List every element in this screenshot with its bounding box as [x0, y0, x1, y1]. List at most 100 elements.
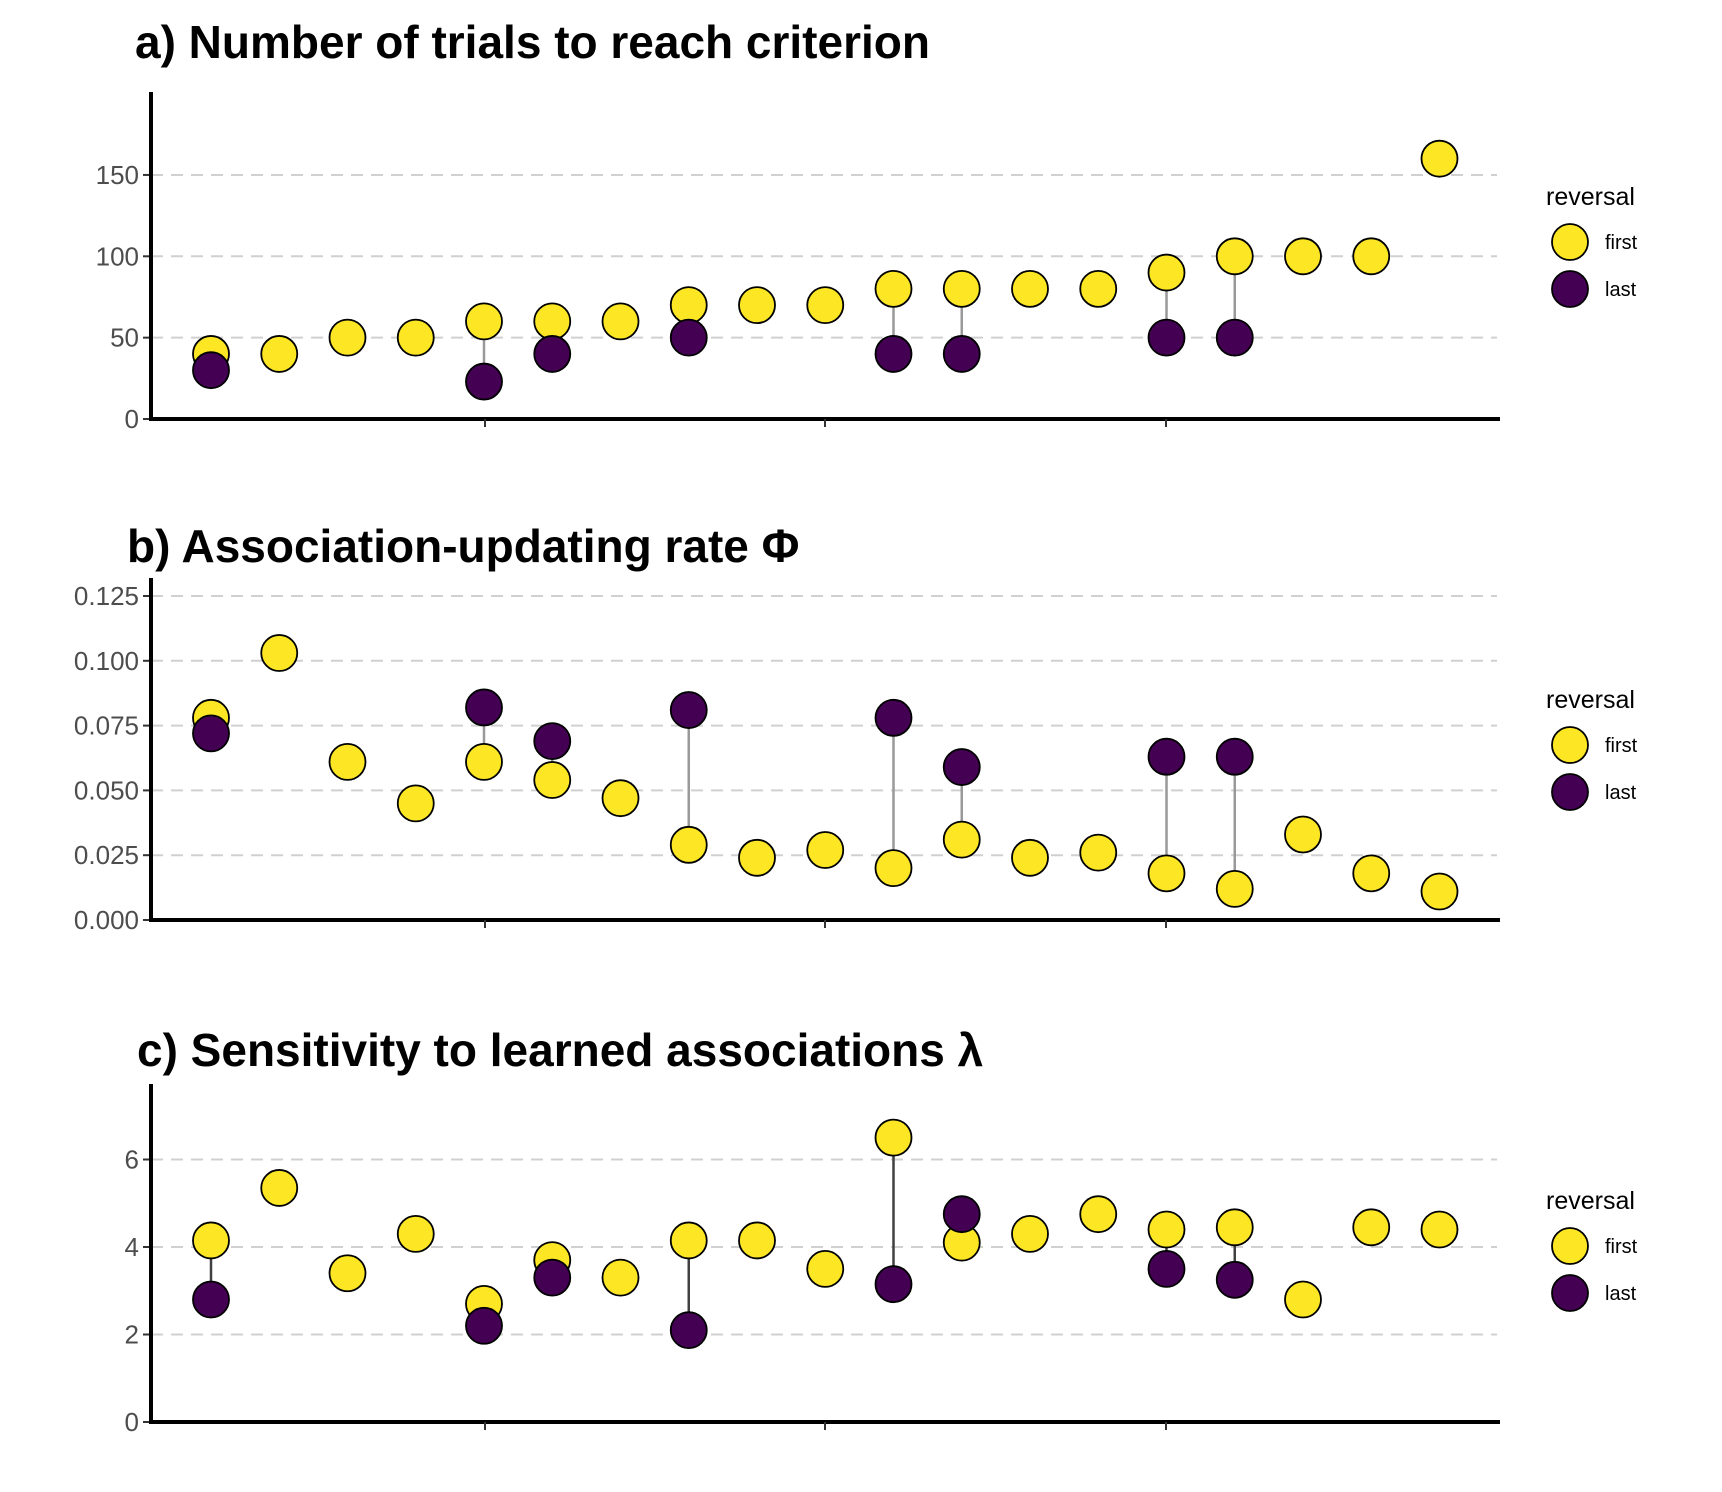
legend: reversal first last: [1546, 686, 1638, 811]
last-point: [1147, 1249, 1186, 1288]
first-point: [874, 1118, 913, 1157]
y-tick-label: 100: [96, 241, 139, 271]
last-point: [874, 698, 913, 737]
legend: reversal first last: [1546, 183, 1638, 308]
last-point: [942, 748, 981, 786]
first-point: [260, 1169, 299, 1207]
last-point: [1215, 737, 1254, 776]
first-point: [738, 286, 776, 325]
panel-a: a) Number of trials to reach criterion 0 5…: [96, 16, 1638, 434]
first-point: [396, 318, 435, 357]
first-point: [738, 1221, 776, 1260]
first-point: [328, 1254, 367, 1293]
panel-title: a) Number of trials to reach criterion: [135, 16, 930, 68]
first-point: [874, 269, 913, 308]
first-point: [1420, 139, 1459, 178]
first-point: [1352, 237, 1391, 276]
first-point: [669, 1221, 708, 1260]
first-point: [806, 831, 845, 869]
legend-title: reversal: [1546, 686, 1635, 714]
first-point: [601, 302, 640, 341]
legend-label-last: last: [1605, 279, 1637, 301]
y-tick-label: 0.025: [74, 840, 139, 870]
first-point: [1215, 1208, 1254, 1247]
first-point: [874, 849, 913, 888]
last-point: [465, 1306, 503, 1345]
first-point: [260, 335, 299, 373]
y-tick-label: 0: [125, 404, 139, 434]
y-tick-label: 0: [125, 1407, 139, 1437]
y-tick-label: 0.125: [74, 581, 139, 611]
y-tick-label: 0.100: [74, 646, 139, 676]
last-point: [465, 362, 503, 401]
first-point: [669, 825, 708, 864]
y-tick-label: 2: [125, 1320, 139, 1350]
first-point: [533, 302, 572, 341]
first-point: [192, 1221, 230, 1260]
last-point: [192, 351, 230, 390]
legend-key-last: [1551, 270, 1589, 308]
y-tick-label: 150: [96, 160, 139, 190]
first-point: [601, 779, 640, 818]
first-point: [1284, 1280, 1322, 1319]
last-point: [192, 1280, 230, 1319]
first-point: [1011, 1214, 1049, 1253]
first-point: [1079, 269, 1118, 308]
first-point: [1079, 1195, 1118, 1234]
first-point: [1352, 1208, 1391, 1247]
first-point: [1215, 237, 1254, 276]
last-point: [669, 691, 708, 729]
y-tick-label: 50: [110, 323, 139, 353]
first-point: [1284, 815, 1322, 854]
first-point: [1147, 854, 1186, 893]
first-point: [806, 286, 845, 325]
first-point: [942, 820, 981, 859]
y-tick-label: 4: [125, 1232, 139, 1262]
last-point: [533, 722, 572, 761]
last-point: [874, 1265, 913, 1304]
first-point: [1284, 237, 1322, 276]
first-point: [1420, 872, 1459, 911]
y-tick-label: 0.050: [74, 775, 139, 805]
first-point: [806, 1249, 845, 1288]
panel-title: c) Sensitivity to learned associations λ: [137, 1024, 983, 1076]
first-point: [533, 761, 572, 799]
legend-label-first: first: [1605, 232, 1638, 254]
first-point: [1079, 833, 1118, 872]
last-point: [192, 714, 230, 753]
first-point: [465, 302, 503, 341]
legend-label-last: last: [1605, 1283, 1637, 1305]
first-point: [328, 318, 367, 357]
first-point: [396, 1214, 435, 1253]
first-point: [396, 784, 435, 823]
legend-label-first: first: [1605, 735, 1638, 757]
first-point: [738, 838, 776, 877]
first-point: [1147, 253, 1186, 292]
legend-label-first: first: [1605, 1236, 1638, 1258]
first-point: [328, 742, 367, 781]
first-point: [669, 286, 708, 325]
panel-b: b) Association-updating rate Φ 0.000 0.025…: [74, 520, 1638, 935]
legend-title: reversal: [1546, 1187, 1635, 1215]
last-point: [942, 335, 981, 373]
legend-key-last: [1551, 1274, 1589, 1312]
y-tick-label: 6: [125, 1145, 139, 1175]
first-point: [1215, 869, 1254, 908]
legend-title: reversal: [1546, 183, 1635, 211]
last-point: [533, 1258, 572, 1297]
last-point: [669, 318, 708, 357]
last-point: [874, 335, 913, 373]
first-point: [1420, 1210, 1459, 1249]
first-point: [942, 269, 981, 308]
first-point: [601, 1258, 640, 1297]
last-point: [1147, 737, 1186, 776]
last-point: [1215, 318, 1254, 357]
first-point: [1011, 838, 1049, 877]
panel-c: c) Sensitivity to learned associations λ…: [125, 1024, 1638, 1437]
last-point: [533, 335, 572, 373]
first-point: [465, 742, 503, 781]
last-point: [465, 688, 503, 727]
y-tick-label: 0.000: [74, 905, 139, 935]
last-point: [1215, 1260, 1254, 1299]
legend-label-last: last: [1605, 782, 1637, 804]
